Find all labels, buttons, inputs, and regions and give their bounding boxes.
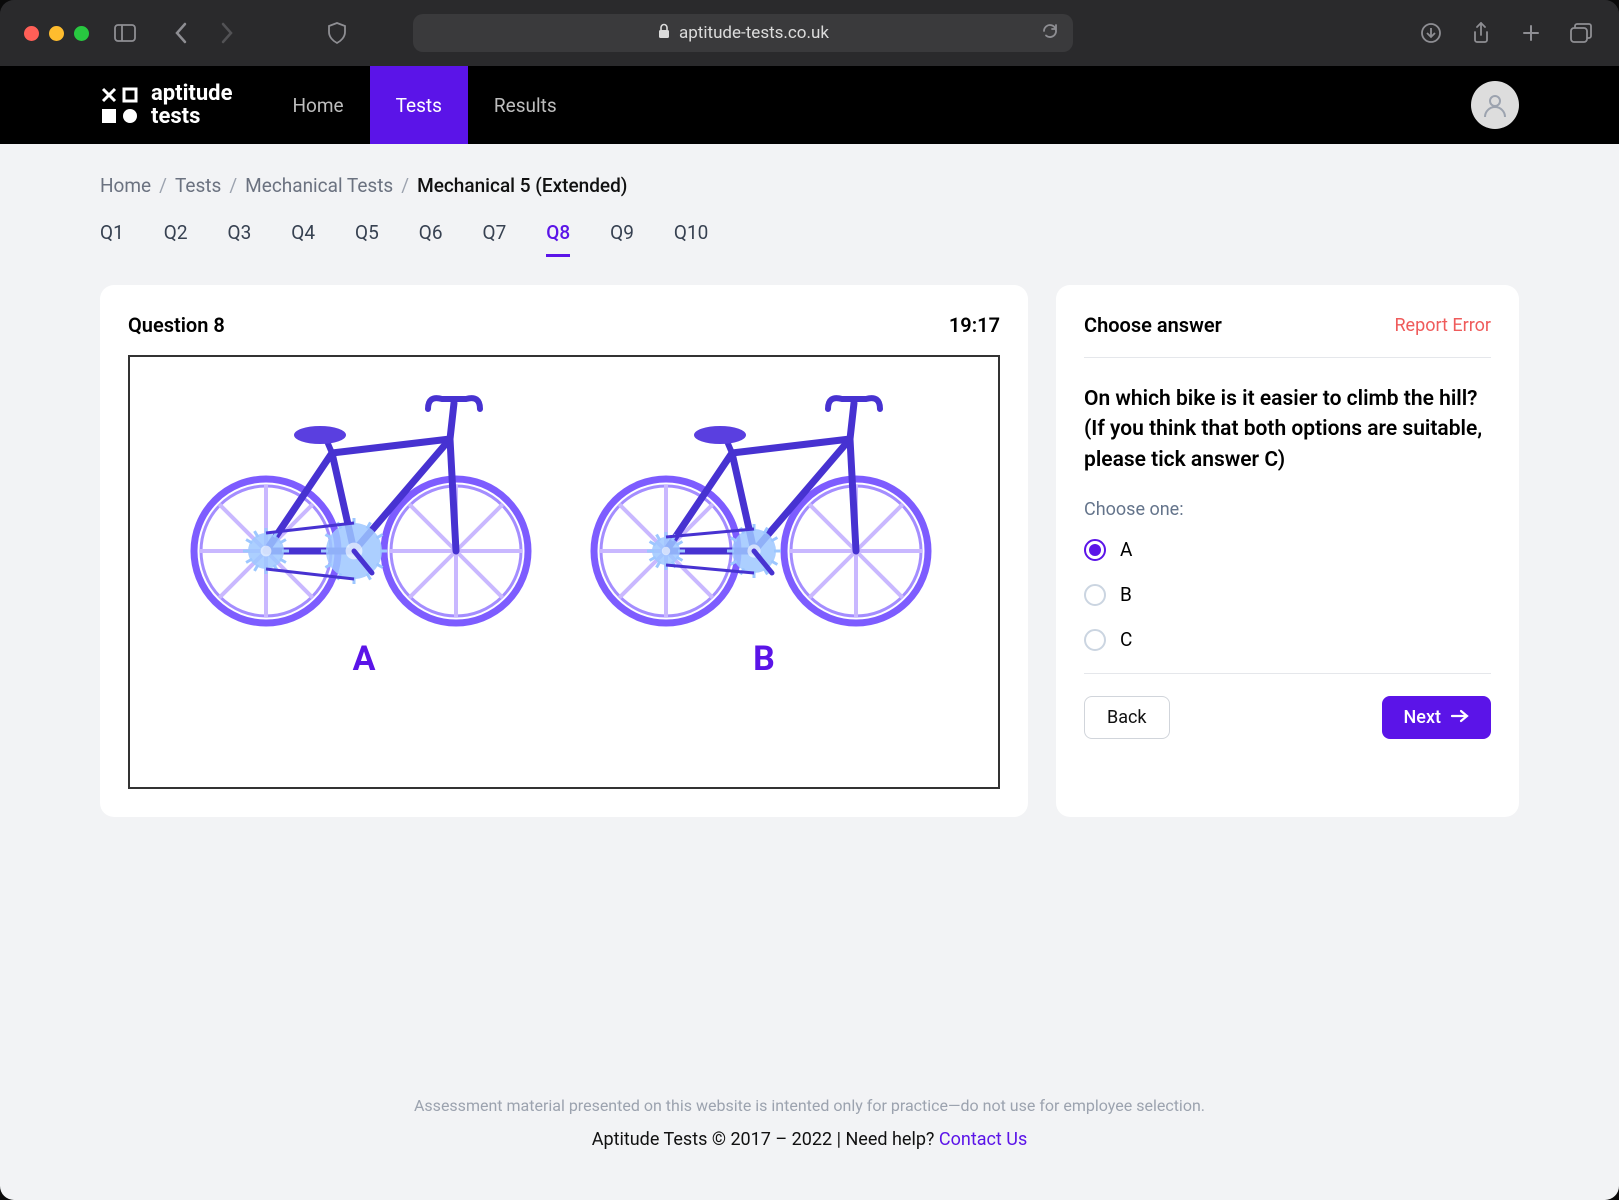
option-label: C: [1120, 628, 1132, 651]
minimize-window-button[interactable]: [49, 26, 64, 41]
question-tab-q10[interactable]: Q10: [674, 221, 708, 257]
answer-panel-title: Choose answer: [1084, 313, 1222, 337]
maximize-window-button[interactable]: [74, 26, 89, 41]
sidebar-toggle-icon[interactable]: [111, 19, 139, 47]
timer: 19:17: [949, 313, 1000, 337]
tabs-overview-icon[interactable]: [1567, 19, 1595, 47]
window-controls: [24, 26, 89, 41]
question-tab-q1[interactable]: Q1: [100, 221, 124, 257]
next-button[interactable]: Next: [1382, 696, 1491, 739]
bike-label: B: [753, 639, 775, 679]
bike-figure-a: A: [184, 383, 544, 679]
answer-card: Choose answer Report Error On which bike…: [1056, 285, 1519, 817]
question-tabs: Q1 Q2 Q3 Q4 Q5 Q6 Q7 Q8 Q9 Q10: [100, 221, 1519, 257]
share-icon[interactable]: [1467, 19, 1495, 47]
user-avatar[interactable]: [1471, 81, 1519, 129]
disclaimer-text: Assessment material presented on this we…: [100, 1096, 1519, 1115]
bike-figure-b: B: [584, 383, 944, 679]
breadcrumb-current: Mechanical 5 (Extended): [417, 174, 627, 197]
question-card: Question 8 19:17: [100, 285, 1028, 817]
nav-forward-icon[interactable]: [213, 19, 241, 47]
question-text: On which bike is it easier to climb the …: [1084, 384, 1491, 475]
downloads-icon[interactable]: [1417, 19, 1445, 47]
shield-icon[interactable]: [323, 19, 351, 47]
page-footer: Assessment material presented on this we…: [100, 1056, 1519, 1200]
address-bar[interactable]: aptitude-tests.co.uk: [413, 14, 1073, 52]
reload-icon[interactable]: [1041, 22, 1059, 45]
back-button-label: Back: [1107, 707, 1147, 728]
breadcrumb-separator: /: [229, 174, 237, 197]
nav-item-tests[interactable]: Tests: [370, 66, 468, 144]
next-button-label: Next: [1404, 707, 1441, 728]
breadcrumb-item[interactable]: Mechanical Tests: [245, 174, 393, 197]
logo-mark: [100, 86, 139, 125]
site-logo[interactable]: aptitude tests: [100, 66, 232, 144]
question-tab-q3[interactable]: Q3: [228, 221, 252, 257]
lock-icon: [657, 23, 671, 44]
report-error-link[interactable]: Report Error: [1394, 315, 1491, 336]
back-button[interactable]: Back: [1084, 696, 1170, 739]
nav-item-results[interactable]: Results: [468, 66, 583, 144]
logo-text: aptitude tests: [151, 82, 232, 128]
breadcrumb-item[interactable]: Tests: [175, 174, 221, 197]
bike-label: A: [353, 639, 376, 679]
question-figure: A B: [128, 355, 1000, 789]
option-label: A: [1120, 538, 1132, 561]
question-tab-q9[interactable]: Q9: [610, 221, 634, 257]
answer-option-c[interactable]: C: [1084, 628, 1491, 651]
site-header: aptitude tests HomeTestsResults: [0, 66, 1619, 144]
question-label: Question 8: [128, 313, 225, 337]
nav-back-icon[interactable]: [167, 19, 195, 47]
nav-item-home[interactable]: Home: [266, 66, 369, 144]
radio-icon: [1084, 629, 1106, 651]
choose-one-label: Choose one:: [1084, 499, 1491, 520]
arrow-right-icon: [1451, 707, 1469, 728]
question-tab-q7[interactable]: Q7: [483, 221, 507, 257]
page-body: Home / Tests / Mechanical Tests / Mechanical 5…: [0, 144, 1619, 1200]
question-tab-q4[interactable]: Q4: [291, 221, 315, 257]
breadcrumb-item[interactable]: Home: [100, 174, 151, 197]
new-tab-icon[interactable]: [1517, 19, 1545, 47]
question-tab-q8[interactable]: Q8: [546, 221, 570, 257]
breadcrumb-separator: /: [401, 174, 409, 197]
radio-icon: [1084, 539, 1106, 561]
option-label: B: [1120, 583, 1132, 606]
question-tab-q2[interactable]: Q2: [164, 221, 188, 257]
answer-option-a[interactable]: A: [1084, 538, 1491, 561]
breadcrumb-separator: /: [159, 174, 167, 197]
copyright-text: Aptitude Tests © 2017 – 2022 | Need help…: [100, 1129, 1519, 1150]
url-text: aptitude-tests.co.uk: [679, 23, 829, 43]
contact-us-link[interactable]: Contact Us: [939, 1129, 1027, 1150]
breadcrumb: Home / Tests / Mechanical Tests / Mechanical 5…: [100, 174, 1519, 197]
browser-toolbar: aptitude-tests.co.uk: [0, 0, 1619, 66]
radio-icon: [1084, 584, 1106, 606]
answer-option-b[interactable]: B: [1084, 583, 1491, 606]
question-tab-q6[interactable]: Q6: [419, 221, 443, 257]
close-window-button[interactable]: [24, 26, 39, 41]
question-tab-q5[interactable]: Q5: [355, 221, 379, 257]
